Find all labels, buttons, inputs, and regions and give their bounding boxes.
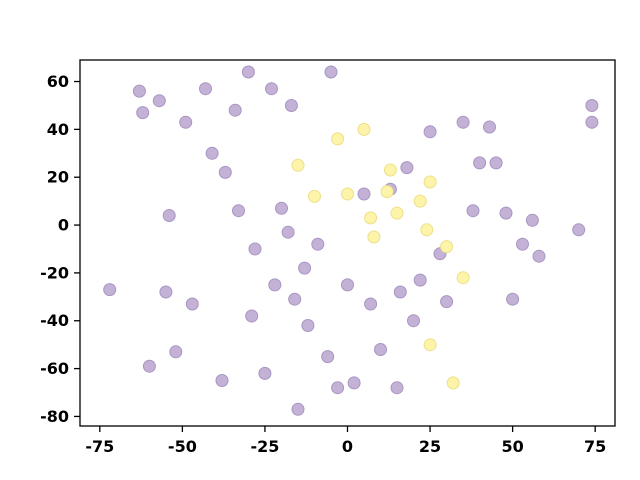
scatter-point-cluster-purple [413,273,427,287]
scatter-point-cluster-yellow [440,240,454,254]
scatter-point-cluster-purple [390,381,404,395]
scatter-point-cluster-purple [473,156,487,170]
scatter-point-cluster-purple [152,94,166,108]
scatter-point-cluster-purple [347,376,361,390]
scatter-point-cluster-purple [291,402,305,416]
scatter-point-cluster-purple [400,161,414,175]
x-tick-label: 75 [584,437,606,456]
scatter-point-cluster-purple [440,295,454,309]
scatter-point-cluster-purple [456,115,470,129]
scatter-point-cluster-yellow [380,185,394,199]
y-tick-label: -60 [40,359,69,378]
scatter-point-cluster-yellow [390,206,404,220]
x-tick-label: 0 [342,437,353,456]
scatter-point-cluster-purple [525,213,539,227]
scatter-point-cluster-purple [136,106,150,120]
x-tick-label: 50 [501,437,523,456]
scatter-point-cluster-yellow [456,271,470,285]
scatter-point-cluster-purple [585,99,599,112]
scatter-point-cluster-purple [218,165,232,179]
scatter-point-cluster-purple [324,65,338,79]
y-tick-label: 40 [47,120,69,139]
scatter-point-cluster-purple [572,223,586,237]
scatter-point-cluster-purple [245,309,259,323]
scatter-point-cluster-purple [265,82,278,96]
scatter-point-cluster-purple [159,285,173,299]
scatter-point-cluster-purple [321,350,335,364]
scatter-point-cluster-purple [364,297,378,311]
scatter-point-cluster-purple [185,297,199,311]
scatter-point-cluster-yellow [291,158,305,172]
scatter-point-cluster-purple [169,345,183,359]
y-tick-label: -20 [40,263,69,282]
scatter-point-cluster-yellow [446,376,460,390]
scatter-point-cluster-purple [466,204,480,218]
scatter-point-cluster-purple [311,237,325,251]
scatter-point-cluster-purple [162,209,176,222]
scatter-point-cluster-purple [215,374,229,387]
scatter-point-cluster-purple [341,278,354,292]
scatter-point-cluster-purple [258,366,272,380]
scatter-point-cluster-purple [393,285,407,299]
plot-frame [79,59,616,427]
scatter-point-cluster-purple [228,103,242,117]
scatter-point-cluster-yellow [341,187,354,201]
scatter-point-cluster-yellow [423,175,437,189]
scatter-point-cluster-purple [199,82,212,96]
x-tick-label: -75 [85,437,114,456]
x-tick-label: -50 [168,437,197,456]
x-tick-label: -25 [250,437,279,456]
scatter-point-cluster-purple [241,65,255,79]
scatter-point-cluster-purple [301,319,315,332]
scatter-point-cluster-purple [532,249,546,263]
scatter-point-cluster-yellow [420,223,434,237]
scatter-point-cluster-yellow [423,338,437,352]
y-tick-label: 20 [47,168,69,187]
scatter-point-cluster-purple [374,343,387,356]
scatter-point-cluster-purple [483,120,496,134]
scatter-point-cluster-yellow [367,230,381,244]
scatter-point-cluster-purple [132,84,146,98]
scatter-point-cluster-purple [232,204,245,218]
scatter-point-cluster-yellow [364,211,378,225]
scatter-point-cluster-purple [179,115,193,129]
y-tick-label: 60 [47,72,69,91]
scatter-point-cluster-yellow [357,122,371,136]
scatter-point-cluster-purple [275,201,288,215]
x-tick-label: 25 [419,437,441,456]
scatter-point-cluster-purple [499,206,513,220]
scatter-point-cluster-purple [142,359,156,373]
scatter-point-cluster-purple [284,99,298,112]
scatter-point-cluster-purple [585,115,599,129]
scatter-point-cluster-purple [248,242,262,256]
scatter-point-cluster-yellow [331,132,345,146]
scatter-point-cluster-purple [407,314,420,328]
scatter-point-cluster-purple [423,125,437,139]
y-tick-label: -40 [40,311,69,330]
scatter-point-cluster-purple [288,292,302,306]
scatter-point-cluster-purple [357,187,371,201]
scatter-point-cluster-purple [298,261,312,275]
scatter-point-cluster-purple [268,278,282,292]
y-tick-label: -80 [40,407,69,426]
scatter-point-cluster-yellow [383,163,397,177]
scatter-point-cluster-purple [489,156,503,170]
scatter-point-cluster-purple [516,237,529,251]
y-tick-label: 0 [58,216,69,235]
scatter-point-cluster-yellow [308,189,321,203]
scatter-point-cluster-purple [331,381,345,395]
scatter-point-cluster-purple [103,283,117,297]
scatter-point-cluster-purple [205,146,219,160]
scatter-point-cluster-yellow [413,194,427,208]
scatter-point-cluster-purple [281,225,295,239]
scatter-point-cluster-purple [506,292,520,306]
